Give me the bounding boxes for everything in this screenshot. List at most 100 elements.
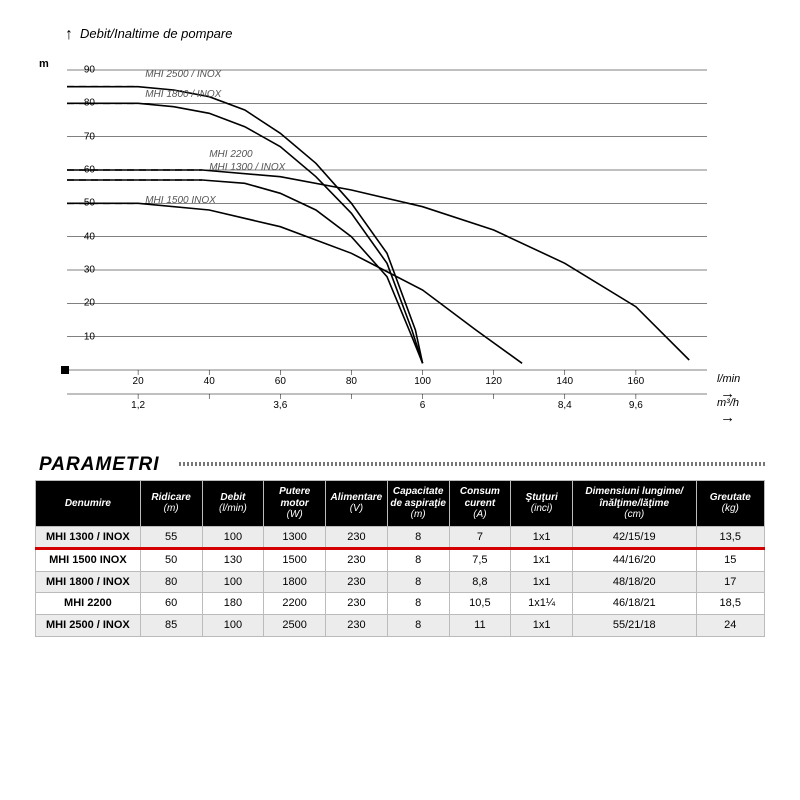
table-cell: 2500 bbox=[264, 615, 326, 637]
table-cell: 60 bbox=[140, 593, 202, 615]
table-cell: 230 bbox=[326, 615, 388, 637]
table-row: MHI 2500 / INOX8510025002308111x155/21/1… bbox=[36, 615, 765, 637]
parameters-title: PARAMETRI bbox=[35, 454, 178, 476]
y-tick-label: 10 bbox=[69, 331, 95, 342]
y-tick-label: 60 bbox=[69, 165, 95, 176]
table-cell: 42/15/19 bbox=[573, 526, 697, 549]
table-row: MHI 1300 / INOX551001300230871x142/15/19… bbox=[36, 526, 765, 549]
x-axis-arrow2-icon: → bbox=[720, 409, 735, 426]
series-label: MHI 2200 bbox=[209, 149, 252, 160]
table-cell: 230 bbox=[326, 526, 388, 549]
table-cell: 1x1 bbox=[511, 549, 573, 572]
table-cell: 100 bbox=[202, 615, 264, 637]
table-row: MHI 2200601802200230810,51x1¼46/18/2118,… bbox=[36, 593, 765, 615]
table-row: MHI 1500 INOX50130150023087,51x144/16/20… bbox=[36, 549, 765, 572]
table-cell: 8,8 bbox=[449, 571, 511, 593]
x-tick-primary: 120 bbox=[480, 376, 508, 387]
x-tick-secondary: 8,4 bbox=[545, 400, 585, 411]
pump-curve-chart: ↑ Debit/Inaltime de pompare m 1020304050… bbox=[35, 30, 765, 440]
row-name-cell: MHI 1800 / INOX bbox=[36, 571, 141, 593]
table-header-cell: Debit(l/min) bbox=[202, 481, 264, 527]
y-axis-arrow-icon: ↑ bbox=[65, 26, 73, 44]
table-cell: 8 bbox=[387, 593, 449, 615]
x-tick-secondary: 9,6 bbox=[616, 400, 656, 411]
table-cell: 50 bbox=[140, 549, 202, 572]
chart-svg bbox=[67, 70, 707, 370]
table-cell: 8 bbox=[387, 549, 449, 572]
x-tick-primary: 80 bbox=[337, 376, 365, 387]
table-header-cell: Alimentare(V) bbox=[326, 481, 388, 527]
chart-plot-area: 102030405060708090 20406080100120140160 … bbox=[67, 70, 707, 370]
x-tick-secondary: 1,2 bbox=[118, 400, 158, 411]
x-axis-secondary-unit: m³/h → bbox=[717, 397, 739, 426]
y-tick-label: 80 bbox=[69, 98, 95, 109]
table-cell: 24 bbox=[696, 615, 764, 637]
y-tick-label: 30 bbox=[69, 265, 95, 276]
y-tick-label: 90 bbox=[69, 65, 95, 76]
row-name-cell: MHI 2200 bbox=[36, 593, 141, 615]
y-tick-label: 40 bbox=[69, 231, 95, 242]
table-row: MHI 1800 / INOX80100180023088,81x148/18/… bbox=[36, 571, 765, 593]
x-tick-primary: 140 bbox=[551, 376, 579, 387]
table-header-cell: Dimensiuni lungime/ înălţime/lăţime(cm) bbox=[573, 481, 697, 527]
table-cell: 180 bbox=[202, 593, 264, 615]
table-cell: 11 bbox=[449, 615, 511, 637]
series-label: MHI 1800 / INOX bbox=[145, 89, 221, 100]
chart-title: Debit/Inaltime de pompare bbox=[80, 26, 232, 41]
table-cell: 8 bbox=[387, 615, 449, 637]
y-tick-label: 70 bbox=[69, 131, 95, 142]
table-header-cell: Denumire bbox=[36, 481, 141, 527]
table-cell: 100 bbox=[202, 526, 264, 549]
table-cell: 100 bbox=[202, 571, 264, 593]
table-header-cell: Greutate(kg) bbox=[696, 481, 764, 527]
table-cell: 1x1 bbox=[511, 615, 573, 637]
table-cell: 44/16/20 bbox=[573, 549, 697, 572]
table-cell: 18,5 bbox=[696, 593, 764, 615]
table-cell: 230 bbox=[326, 549, 388, 572]
parameters-header: PARAMETRI bbox=[35, 454, 765, 478]
table-cell: 13,5 bbox=[696, 526, 764, 549]
series-label: MHI 1300 / INOX bbox=[209, 162, 285, 173]
table-cell: 1x1 bbox=[511, 571, 573, 593]
table-cell: 10,5 bbox=[449, 593, 511, 615]
x-tick-primary: 160 bbox=[622, 376, 650, 387]
y-axis-unit: m bbox=[39, 58, 49, 70]
x-tick-primary: 60 bbox=[266, 376, 294, 387]
table-header-cell: Putere motor(W) bbox=[264, 481, 326, 527]
table-cell: 2200 bbox=[264, 593, 326, 615]
series-label: MHI 2500 / INOX bbox=[145, 69, 221, 80]
table-cell: 230 bbox=[326, 593, 388, 615]
table-cell: 1800 bbox=[264, 571, 326, 593]
table-cell: 55/21/18 bbox=[573, 615, 697, 637]
row-name-cell: MHI 2500 / INOX bbox=[36, 615, 141, 637]
table-cell: 80 bbox=[140, 571, 202, 593]
x-tick-primary: 20 bbox=[124, 376, 152, 387]
table-cell: 8 bbox=[387, 526, 449, 549]
table-body: MHI 1300 / INOX551001300230871x142/15/19… bbox=[36, 526, 765, 636]
table-cell: 46/18/21 bbox=[573, 593, 697, 615]
y-tick-label: 20 bbox=[69, 298, 95, 309]
table-cell: 7,5 bbox=[449, 549, 511, 572]
table-cell: 15 bbox=[696, 549, 764, 572]
table-cell: 48/18/20 bbox=[573, 571, 697, 593]
x-tick-primary: 40 bbox=[195, 376, 223, 387]
table-cell: 85 bbox=[140, 615, 202, 637]
x-tick-secondary: 3,6 bbox=[260, 400, 300, 411]
row-name-cell: MHI 1500 INOX bbox=[36, 549, 141, 572]
table-header-cell: Ridicare(m) bbox=[140, 481, 202, 527]
table-cell: 1x1¼ bbox=[511, 593, 573, 615]
parameters-table: DenumireRidicare(m)Debit(l/min)Putere mo… bbox=[35, 480, 765, 637]
table-cell: 230 bbox=[326, 571, 388, 593]
series-label: MHI 1500 INOX bbox=[145, 195, 216, 206]
table-cell: 1300 bbox=[264, 526, 326, 549]
page-root: ↑ Debit/Inaltime de pompare m 10 20 30 40 50… bbox=[0, 0, 800, 800]
y-tick-label: 50 bbox=[69, 198, 95, 209]
table-cell: 17 bbox=[696, 571, 764, 593]
table-header-cell: Consum curent(A) bbox=[449, 481, 511, 527]
table-cell: 1500 bbox=[264, 549, 326, 572]
x-tick-secondary: 6 bbox=[403, 400, 443, 411]
x-tick-primary: 100 bbox=[409, 376, 437, 387]
table-header-cell: Ştuţuri(inci) bbox=[511, 481, 573, 527]
table-cell: 8 bbox=[387, 571, 449, 593]
table-header-row: DenumireRidicare(m)Debit(l/min)Putere mo… bbox=[36, 481, 765, 527]
